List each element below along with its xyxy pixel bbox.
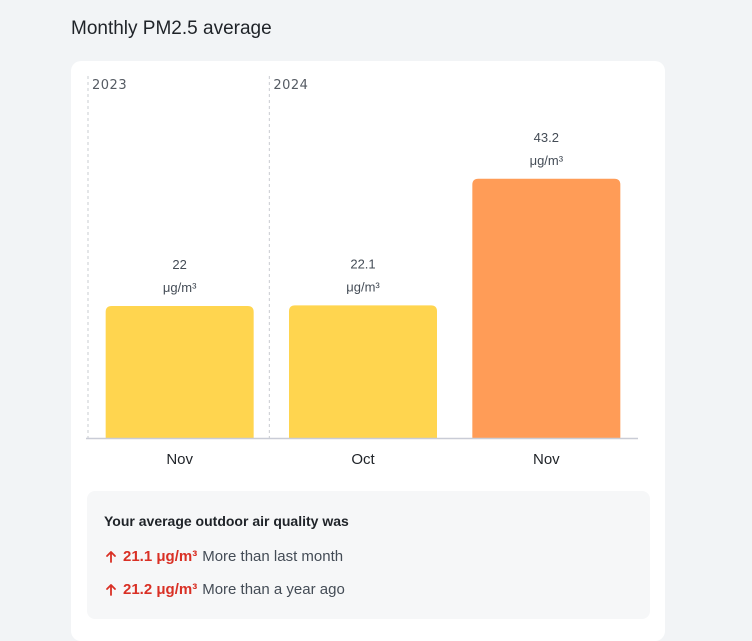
arrow-up-icon: [106, 550, 116, 563]
summary-title: Your average outdoor air quality was: [104, 513, 349, 529]
summary-row-month: 21.1 μg/m³ More than last month: [104, 548, 343, 565]
x-tick-label: Nov: [166, 451, 193, 468]
summary-row-year: 21.2 μg/m³ More than a year ago: [104, 581, 345, 598]
bar: [472, 178, 621, 439]
delta-description: More than a year ago: [202, 581, 345, 598]
data-label-unit: μg/m³: [163, 280, 197, 295]
data-label-value: 43.2: [534, 130, 559, 145]
arrow-up-icon: [106, 583, 116, 596]
bar: [105, 306, 254, 438]
data-label-unit: μg/m³: [530, 153, 564, 168]
delta-description: More than last month: [202, 548, 344, 565]
summary-panel: Your average outdoor air quality was 21.…: [87, 491, 650, 619]
x-tick-label: Nov: [533, 451, 560, 468]
page-title: Monthly PM2.5 average: [71, 18, 272, 39]
year-label: 2023: [92, 78, 127, 93]
data-label-value: 22: [172, 257, 186, 272]
delta-value: 21.2 μg/m³: [123, 581, 198, 598]
bar: [289, 305, 437, 438]
data-label-value: 22.1: [350, 256, 375, 271]
year-label: 2024: [273, 78, 308, 93]
delta-value: 21.1 μg/m³: [123, 548, 198, 565]
data-label-unit: μg/m³: [346, 279, 380, 294]
x-tick-label: Oct: [351, 451, 375, 468]
pm25-bar-chart: 2023 2024 22 μg/m³ Nov 22.1 μg/m³ Oct 43.2 μg/m³ N…: [86, 76, 638, 468]
